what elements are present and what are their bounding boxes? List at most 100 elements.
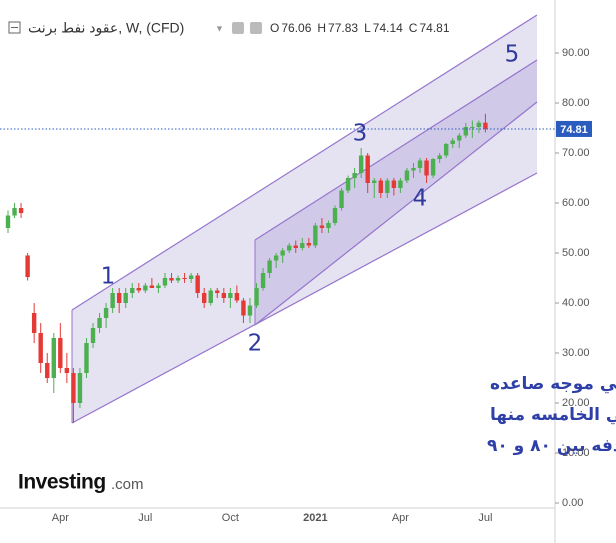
y-tick-label: 10.00 (562, 447, 590, 459)
y-tick-label: 30.00 (562, 347, 590, 359)
y-tick-label: 80.00 (562, 97, 590, 109)
candle-body (450, 140, 455, 144)
candle-body (25, 255, 30, 277)
candle-body (45, 363, 50, 378)
annotation: في موجه صاعده (490, 374, 616, 394)
candle-body (437, 155, 442, 159)
y-tick-label: 40.00 (562, 297, 590, 309)
ohlc-value: 76.06 (281, 21, 311, 35)
candles (5, 113, 488, 423)
candle-body (293, 245, 298, 248)
candle-body (162, 278, 168, 286)
channel-line (254, 59, 538, 241)
candle-body (385, 180, 390, 193)
ohlc-key: H (317, 21, 326, 35)
ohlc-value: 74.14 (373, 21, 403, 35)
candle-body (398, 180, 403, 188)
candle-body (319, 225, 325, 228)
candle-body (306, 243, 312, 246)
ohlc-key: L (364, 21, 371, 35)
candle-body (365, 155, 370, 183)
candle-body (175, 278, 181, 281)
candle-body (97, 318, 102, 328)
wave-label: 5 (505, 42, 520, 68)
candle-body (202, 293, 207, 303)
candle-body (169, 278, 174, 281)
candle-body (287, 245, 292, 251)
candle-body (326, 223, 331, 228)
settings-icon[interactable] (250, 22, 262, 34)
candle-body (372, 180, 377, 183)
candle-body (254, 288, 259, 306)
y-tick-label: 0.00 (562, 497, 583, 509)
channel-line (254, 101, 538, 326)
candle-body (404, 170, 410, 181)
candle-body (273, 255, 279, 261)
candle-body (136, 288, 141, 291)
candle-body (424, 160, 429, 176)
y-tick-label: 20.00 (562, 397, 590, 409)
ohlc-value: 74.81 (419, 21, 449, 35)
candle-body (103, 308, 109, 318)
x-tick-label: Oct (222, 512, 239, 524)
candle-body (430, 159, 436, 176)
candle-body (280, 250, 285, 256)
candle-body (241, 300, 246, 316)
ohlc-value: 77.83 (328, 21, 358, 35)
y-tick-label: 70.00 (562, 147, 590, 159)
candle-body (90, 328, 96, 343)
candle-body (470, 127, 475, 128)
candle-body (38, 333, 43, 363)
candle-body (31, 313, 37, 333)
candle-body (260, 273, 266, 288)
y-tick-label: 90.00 (562, 47, 590, 59)
y-tick-label: 60.00 (562, 197, 590, 209)
dropdown-icon[interactable]: ▼ (215, 23, 224, 33)
candle-body (77, 373, 83, 403)
candle-body (483, 122, 488, 129)
annotation: هدفه بين ٨٠ و ٩٠ (487, 436, 616, 456)
ohlc-key: O (270, 21, 279, 35)
candle-body (182, 278, 187, 279)
candle-body (123, 293, 128, 303)
channel-line (71, 14, 538, 311)
candle-body (345, 178, 351, 191)
wave-label: 1 (101, 264, 116, 290)
candle-body (332, 208, 338, 223)
collapse-icon[interactable] (8, 21, 21, 34)
candle-body (358, 155, 364, 173)
candle-body (208, 290, 213, 303)
x-tick-label: Apr (392, 512, 409, 524)
annotation: في الخامسه منها (490, 405, 616, 425)
wave-label: 2 (248, 331, 263, 357)
candle-body (110, 293, 115, 308)
candle-body (228, 293, 233, 298)
x-tick-label: Jul (478, 512, 492, 524)
candle-body (149, 285, 155, 288)
candle-body (391, 180, 397, 188)
candle-body (476, 122, 482, 127)
candle-body (116, 293, 122, 303)
x-tick-label: Apr (52, 512, 69, 524)
candle-body (188, 275, 194, 279)
candle-body (267, 260, 272, 273)
candle-body (51, 338, 56, 378)
candle-body (247, 305, 253, 316)
eye-icon[interactable] (232, 22, 244, 34)
last-price-label: 74.81 (560, 124, 588, 136)
candle-body (143, 285, 148, 291)
candle-body (18, 208, 24, 213)
channel-line (71, 172, 538, 424)
candle-body (411, 168, 416, 171)
channel-inner (255, 60, 537, 325)
candle-body (156, 285, 161, 288)
candle-body (58, 338, 63, 368)
ohlc-key: C (409, 21, 418, 35)
candle-body (339, 190, 344, 208)
candle-body (130, 288, 135, 293)
candle-body (12, 208, 17, 216)
candle-body (300, 243, 305, 248)
candle-body (443, 144, 449, 156)
